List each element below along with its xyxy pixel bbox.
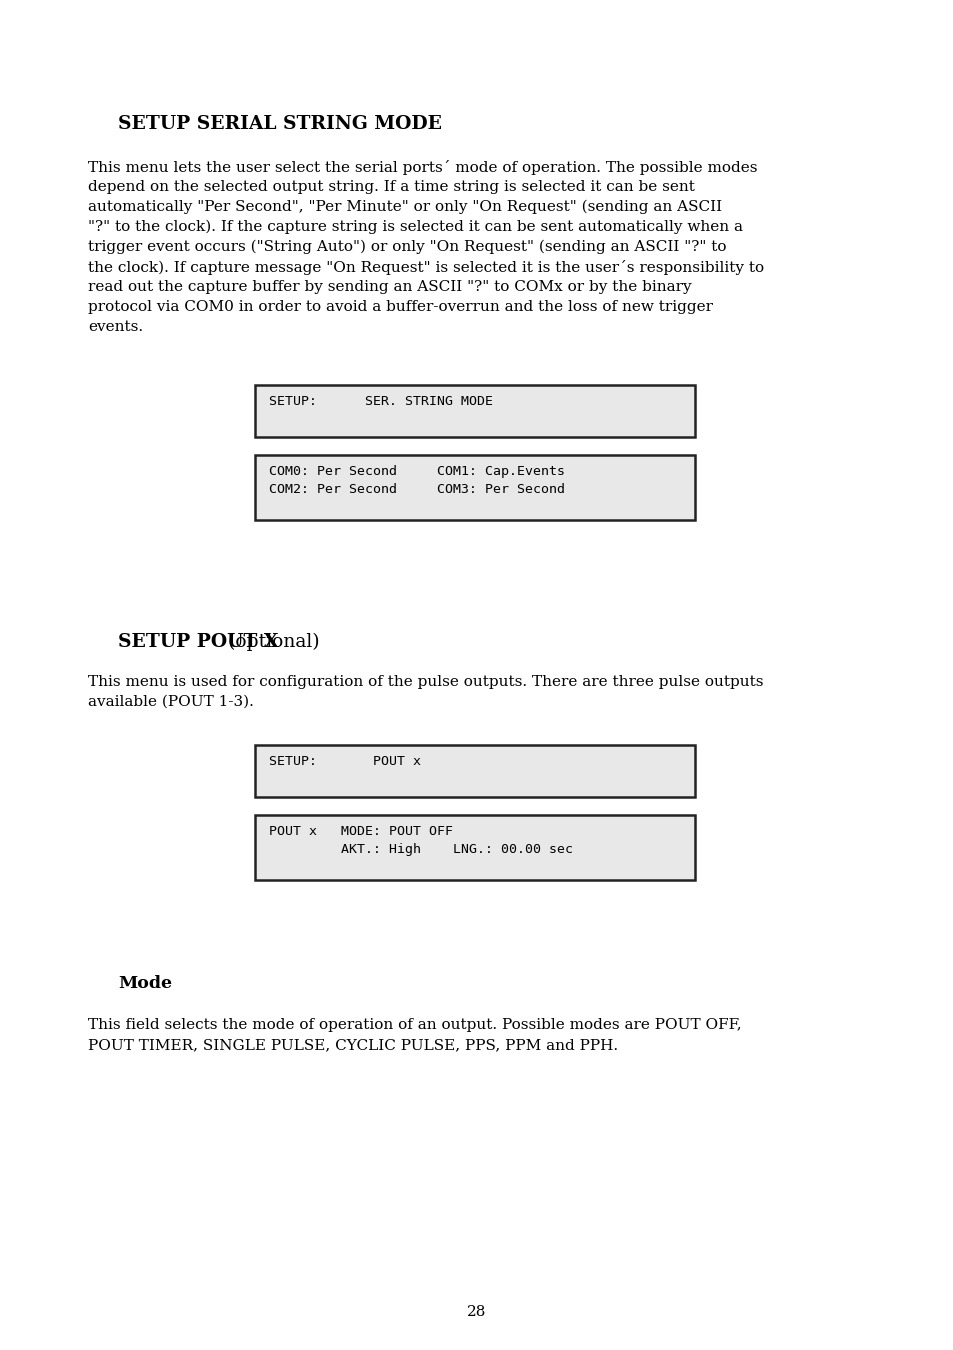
Text: SETUP:       POUT x: SETUP: POUT x	[269, 755, 420, 768]
Text: "?" to the clock). If the capture string is selected it can be sent automaticall: "?" to the clock). If the capture string…	[88, 220, 742, 235]
FancyBboxPatch shape	[254, 745, 695, 796]
Text: protocol via COM0 in order to avoid a buffer-overrun and the loss of new trigger: protocol via COM0 in order to avoid a bu…	[88, 300, 712, 315]
Text: SETUP POUT X: SETUP POUT X	[118, 633, 278, 651]
Text: COM0: Per Second     COM1: Cap.Events: COM0: Per Second COM1: Cap.Events	[269, 464, 564, 478]
Text: depend on the selected output string. If a time string is selected it can be sen: depend on the selected output string. If…	[88, 180, 694, 194]
Text: This menu is used for configuration of the pulse outputs. There are three pulse : This menu is used for configuration of t…	[88, 675, 762, 688]
Text: POUT TIMER, SINGLE PULSE, CYCLIC PULSE, PPS, PPM and PPH.: POUT TIMER, SINGLE PULSE, CYCLIC PULSE, …	[88, 1038, 618, 1052]
Text: automatically "Per Second", "Per Minute" or only "On Request" (sending an ASCII: automatically "Per Second", "Per Minute"…	[88, 200, 721, 215]
Text: read out the capture buffer by sending an ASCII "?" to COMx or by the binary: read out the capture buffer by sending a…	[88, 279, 691, 294]
Text: 28: 28	[467, 1305, 486, 1319]
Text: Mode: Mode	[118, 975, 172, 992]
FancyBboxPatch shape	[254, 385, 695, 437]
Text: trigger event occurs ("String Auto") or only "On Request" (sending an ASCII "?" : trigger event occurs ("String Auto") or …	[88, 240, 726, 254]
Text: POUT x   MODE: POUT OFF: POUT x MODE: POUT OFF	[269, 825, 453, 838]
Text: the clock). If capture message "On Request" is selected it is the user´s respons: the clock). If capture message "On Reque…	[88, 261, 763, 275]
Text: (optional): (optional)	[222, 633, 319, 651]
Text: available (POUT 1-3).: available (POUT 1-3).	[88, 695, 253, 709]
Text: events.: events.	[88, 320, 143, 333]
Text: SETUP:      SER. STRING MODE: SETUP: SER. STRING MODE	[269, 396, 493, 408]
Text: COM2: Per Second     COM3: Per Second: COM2: Per Second COM3: Per Second	[269, 483, 564, 495]
FancyBboxPatch shape	[254, 455, 695, 520]
Text: SETUP SERIAL STRING MODE: SETUP SERIAL STRING MODE	[118, 115, 441, 134]
Text: This field selects the mode of operation of an output. Possible modes are POUT O: This field selects the mode of operation…	[88, 1018, 740, 1031]
Text: This menu lets the user select the serial ports´ mode of operation. The possible: This menu lets the user select the seria…	[88, 161, 757, 176]
Text: AKT.: High    LNG.: 00.00 sec: AKT.: High LNG.: 00.00 sec	[269, 842, 573, 856]
FancyBboxPatch shape	[254, 815, 695, 880]
